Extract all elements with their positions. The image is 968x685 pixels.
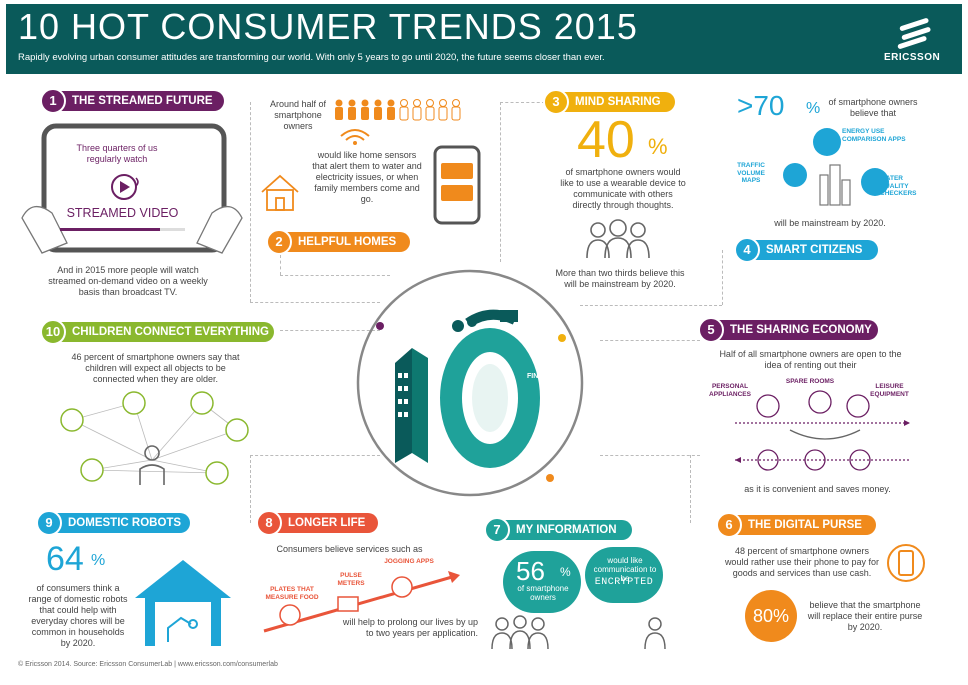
trend-3-big-stat: 40 (577, 111, 635, 169)
app-traffic: TRAFFIC VOLUME MAPS (737, 162, 765, 184)
trend-1-header: 1 THE STREAMED FUTURE (40, 88, 224, 114)
trend-8-number: 8 (256, 510, 282, 536)
trend-7-speech-bubble (585, 547, 663, 603)
trend-2-stat: Around half of smartphone owners (269, 99, 327, 131)
item-jogging: JOGGING APPS (384, 558, 434, 565)
trend-4-lead: of smartphone owners believe that (828, 97, 918, 118)
smartphone-icon (433, 145, 481, 225)
trend-2-header: 2 HELPFUL HOMES (266, 229, 410, 255)
trend-1-number: 1 (40, 88, 66, 114)
trend-3-body2: More than two thirds believe this will b… (555, 268, 685, 289)
trend-6-number: 6 (716, 512, 742, 538)
trend-5-tail: as it is convenient and saves money. (744, 484, 891, 494)
trend-9-number: 9 (36, 510, 62, 536)
trend-6-header: 6 THE DIGITAL PURSE (716, 512, 876, 538)
sharing-economy-illustration (735, 390, 910, 471)
play-icon (111, 174, 139, 200)
trend-2-title: HELPFUL HOMES (298, 236, 397, 248)
trend-7-bubble-stat (503, 551, 581, 613)
robot-house-icon (135, 560, 231, 646)
smart-city-icons (783, 128, 889, 206)
trend-6-tail: believe that the smartphone will replace… (807, 600, 923, 632)
trend-7-header: 7 MY INFORMATION (484, 517, 632, 543)
trend-3-number: 3 (543, 89, 569, 115)
tablet-text: Three quarters of us regularly watch (76, 143, 158, 164)
item-leisure-equipment: LEISURE EQUIPMENT (870, 383, 909, 398)
trend-1-title: THE STREAMED FUTURE (72, 95, 213, 107)
tablet-hands-illustration (21, 123, 243, 254)
trend-5-header: 5 THE SHARING ECONOMY (698, 317, 878, 343)
trend-6-title: THE DIGITAL PURSE (748, 519, 862, 531)
trend-4-title: SMART CITIZENS (766, 244, 863, 256)
trend-8-lead: Consumers believe services such as (276, 544, 423, 554)
footer-credit: © Ericsson 2014. Source: Ericsson Consum… (18, 661, 278, 668)
trend-3-percent: % (648, 134, 668, 159)
trend-8-tail: will help to prolong our lives by up to … (342, 617, 478, 638)
trend-7-percent: % (560, 565, 571, 579)
trend-7-number: 7 (484, 517, 510, 543)
trend-4-number: 4 (734, 237, 760, 263)
trend-7-big-stat: 56 (516, 556, 545, 586)
trend-4-header: 4 SMART CITIZENS (734, 237, 878, 263)
trend-9-body: of consumers think a range of domestic r… (28, 583, 128, 648)
center-ten-illustration (356, 269, 584, 497)
trend-8-title: LONGER LIFE (288, 517, 366, 529)
house-icon (261, 174, 299, 211)
trend-9-percent: % (91, 552, 106, 569)
ericsson-logo-icon (897, 18, 931, 49)
trend-1-body: And in 2015 more people will watch strea… (48, 265, 208, 297)
trend-10-title: CHILDREN CONNECT EVERYTHING (72, 326, 269, 338)
page-subtitle: Rapidly evolving urban consumer attitude… (18, 52, 605, 63)
people-icons-7 (491, 615, 666, 650)
ericsson-logo-text: ERICSSON (884, 52, 941, 63)
streamed-video-label: STREAMED VIDEO (66, 206, 179, 220)
header-banner (6, 4, 962, 74)
trend-10-number: 10 (40, 319, 66, 345)
item-plates: PLATES THAT MEASURE FOOD (265, 586, 319, 601)
trend-5-number: 5 (698, 317, 724, 343)
people-icons-row (335, 99, 461, 121)
group-thinking-icon (586, 219, 650, 259)
trend-2-body: would like home sensors that alert them … (312, 150, 422, 204)
trend-10-body: 46 percent of smartphone owners say that… (71, 352, 240, 384)
trend-4-big-stat: >70 (737, 90, 785, 121)
phone-payment-icon (887, 544, 925, 582)
trend-4-percent: % (806, 100, 821, 117)
page-title: 10 HOT CONSUMER TRENDS 2015 (18, 6, 638, 47)
trend-7-encrypted: ENCRYPTED (594, 577, 654, 588)
trend-8-header: 8 LONGER LIFE (256, 510, 378, 536)
video-progress-track (60, 228, 185, 231)
trend-5-title: THE SHARING ECONOMY (730, 324, 872, 336)
wifi-icon (340, 129, 370, 145)
trend-4-tail: will be mainstream by 2020. (774, 218, 886, 228)
trend-7-title: MY INFORMATION (516, 524, 617, 536)
video-progress-fill (60, 228, 160, 231)
trend-2-number: 2 (266, 229, 292, 255)
trend-3-body: of smartphone owners would like to use a… (560, 167, 686, 210)
trend-7-bubble-text: would like communication to be (593, 556, 657, 583)
trend-6-big-stat: 80% (745, 590, 797, 642)
trend-3-title: MIND SHARING (575, 96, 661, 108)
trend-9-big-stat: 64 (46, 540, 84, 578)
item-personal-appliances: PERSONAL APPLIANCES (709, 383, 751, 398)
connected-objects-network (60, 391, 249, 485)
trend-5-body: Half of all smartphone owners are open t… (719, 349, 902, 370)
item-pulse: PULSE METERS (337, 572, 365, 587)
trend-3-header: 3 MIND SHARING (543, 89, 675, 115)
finish-label: FINISH (527, 373, 550, 380)
trend-9-title: DOMESTIC ROBOTS (68, 517, 182, 529)
app-water: WATER QUALITY CHECKERS (880, 175, 917, 197)
longer-life-arrow (263, 571, 460, 633)
item-spare-rooms: SPARE ROOMS (785, 378, 835, 385)
app-energy: ENERGY USE COMPARISON APPS (842, 128, 906, 143)
trend-10-header: 10 CHILDREN CONNECT EVERYTHING (40, 319, 274, 345)
trend-7-owners: of smartphone owners (517, 584, 569, 602)
trend-9-header: 9 DOMESTIC ROBOTS (36, 510, 190, 536)
trend-6-body: 48 percent of smartphone owners would ra… (724, 546, 880, 578)
